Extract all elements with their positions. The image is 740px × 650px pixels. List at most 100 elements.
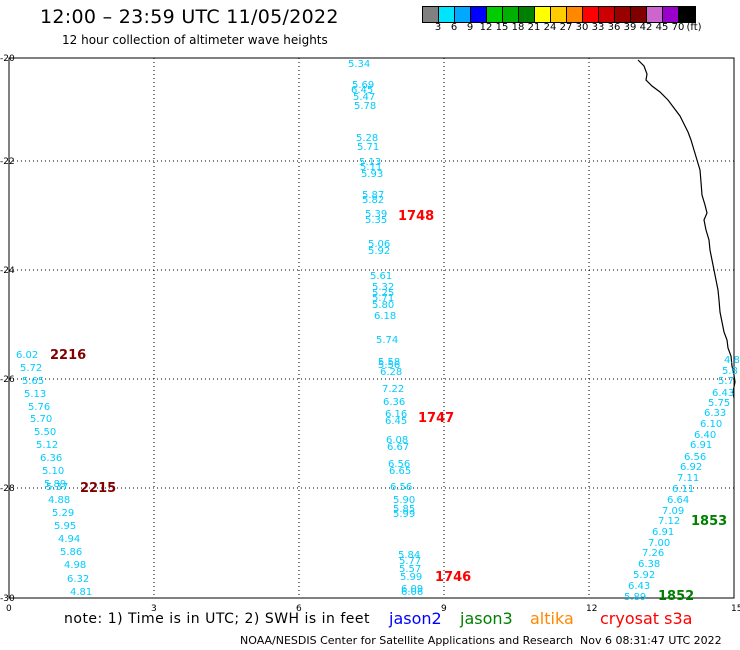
wave-height-value: 5.37	[46, 482, 68, 493]
wave-height-value: 6.32	[67, 574, 89, 585]
wave-height-value: 5.28	[356, 133, 378, 144]
legend-swatch	[423, 7, 439, 22]
legend-swatch	[679, 7, 695, 22]
legend-swatch	[615, 7, 631, 22]
wave-height-value: 5.13	[24, 389, 46, 400]
legend-label: 30	[575, 22, 589, 33]
legend-label: 18	[511, 22, 525, 33]
wave-height-value: 5.50	[34, 427, 56, 438]
wave-height-value: 6.10	[700, 419, 722, 430]
wave-height-value: 4.88	[48, 495, 70, 506]
wave-height-value: 5.84	[398, 550, 420, 561]
wave-height-value: 5.34	[348, 59, 370, 70]
legend-swatch	[535, 7, 551, 22]
wave-height-value: 5.99	[400, 572, 422, 583]
wave-height-value: 5.72	[20, 363, 42, 374]
legend-label: 27	[559, 22, 573, 33]
wave-height-value: 6.02	[16, 350, 38, 361]
wave-height-value: 4.94	[58, 534, 80, 545]
wave-height-value: 7.00	[648, 538, 670, 549]
legend-label: 9	[466, 22, 474, 33]
legend-label: 42	[639, 22, 653, 33]
time-label-2215: 2215	[80, 481, 116, 496]
legend-swatch	[455, 7, 471, 22]
wave-height-value: 5.87	[362, 190, 384, 201]
wave-height-value: 5.39	[365, 209, 387, 220]
wave-height-value: 5.90	[393, 495, 415, 506]
track-center: 5.345.696.455.475.785.285.715.135.115.93…	[348, 59, 423, 598]
wave-height-value: 6.56	[390, 482, 412, 493]
grid-lines	[9, 58, 734, 598]
wave-height-value: 5.57	[399, 564, 421, 575]
time-label-2216: 2216	[50, 348, 86, 363]
legend-label: 15	[495, 22, 509, 33]
wave-height-value: 5.89	[624, 592, 646, 603]
wave-height-value: 5.7	[718, 376, 734, 387]
wave-height-value: 5.75	[708, 398, 730, 409]
wave-height-value: 6.64	[667, 495, 689, 506]
wave-height-value: 5.86	[60, 547, 82, 558]
footer-note: note: 1) Time is in UTC; 2) SWH is in fe…	[64, 611, 371, 627]
page-title: 12:00 – 23:59 UTC 11/05/2022	[40, 6, 339, 28]
sat-label-jason2: jason2	[389, 609, 442, 628]
wave-height-value: 6.43	[712, 388, 734, 399]
track-west: 6.02 5.72 5.65 5.13 5.765.70 5.50 5.12 6.36 5.10…	[16, 350, 92, 598]
wave-height-value: 6.36	[40, 453, 62, 464]
wave-height-value: 5.10	[42, 466, 64, 477]
legend-swatch	[439, 7, 455, 22]
wave-height-value: 5.71	[372, 293, 394, 304]
legend-label: 70	[671, 22, 685, 33]
wave-height-value: 4.98	[64, 560, 86, 571]
sat-label-cryosat-s3a: cryosat s3a	[600, 609, 693, 628]
wave-height-value: 6.91	[652, 527, 674, 538]
wave-height-value: 6.56	[684, 452, 706, 463]
wave-height-value: 6.67	[387, 442, 409, 453]
y-tick-label: -30	[0, 594, 15, 604]
wave-height-value: 6.56	[388, 459, 410, 470]
x-tick-label: 12	[586, 604, 597, 614]
wave-height-value: 7.22	[382, 384, 404, 395]
legend-swatch	[519, 7, 535, 22]
legend-swatch	[567, 7, 583, 22]
time-label-1746: 1746	[435, 570, 471, 585]
credit-text: NOAA/NESDIS Center for Satellite Applica…	[240, 634, 574, 647]
legend-label: 36	[607, 22, 621, 33]
x-tick-label: 0	[6, 604, 12, 614]
track-east: 4.85.85.76.435.756.336.106.406.916.566.9…	[624, 355, 740, 603]
wave-height-value: 5.92	[633, 570, 655, 581]
generated-timestamp: Nov 6 08:31:47 UTC 2022	[580, 634, 722, 647]
sat-label-altika: altika	[530, 609, 574, 628]
legend-label: 45	[655, 22, 669, 33]
time-label-1747: 1747	[418, 411, 454, 426]
map-frame	[8, 57, 735, 599]
time-label-1853: 1853	[691, 514, 727, 529]
page-subtitle: 12 hour collection of altimeter wave hei…	[62, 33, 328, 47]
y-tick-label: -24	[0, 266, 15, 276]
wave-height-value: 5.8	[722, 366, 738, 377]
legend-label: 3	[434, 22, 442, 33]
wave-height-value: 5.58	[378, 357, 400, 368]
x-tick-label: 6	[296, 604, 302, 614]
wave-height-value: 6.43	[628, 581, 650, 592]
wave-height-value: 6.08	[386, 435, 408, 446]
legend-swatch	[583, 7, 599, 22]
legend-label: 33	[591, 22, 605, 33]
wave-height-value: 6.11	[672, 484, 694, 495]
wave-height-value: 6.33	[704, 408, 726, 419]
wave-height-value: 6.18	[374, 311, 396, 322]
wave-height-value: 5.71	[357, 142, 379, 153]
legend-swatch	[631, 7, 647, 22]
wave-height-value: 5.13	[359, 157, 381, 168]
wave-height-value: 6.38	[638, 559, 660, 570]
sat-label-jason3: jason3	[460, 609, 513, 628]
legend-label: 24	[543, 22, 557, 33]
wave-height-value: 6.16	[385, 409, 407, 420]
x-tick-label: 3	[151, 604, 157, 614]
y-tick-label: -22	[0, 157, 15, 167]
wave-height-value: 5.61	[370, 271, 392, 282]
wave-height-value: 7.09	[662, 506, 684, 517]
wave-height-value: 5.32	[372, 282, 394, 293]
legend-label: 12	[479, 22, 493, 33]
wave-height-value: 6.45	[385, 416, 407, 427]
wave-height-value: 5.11	[360, 162, 382, 173]
